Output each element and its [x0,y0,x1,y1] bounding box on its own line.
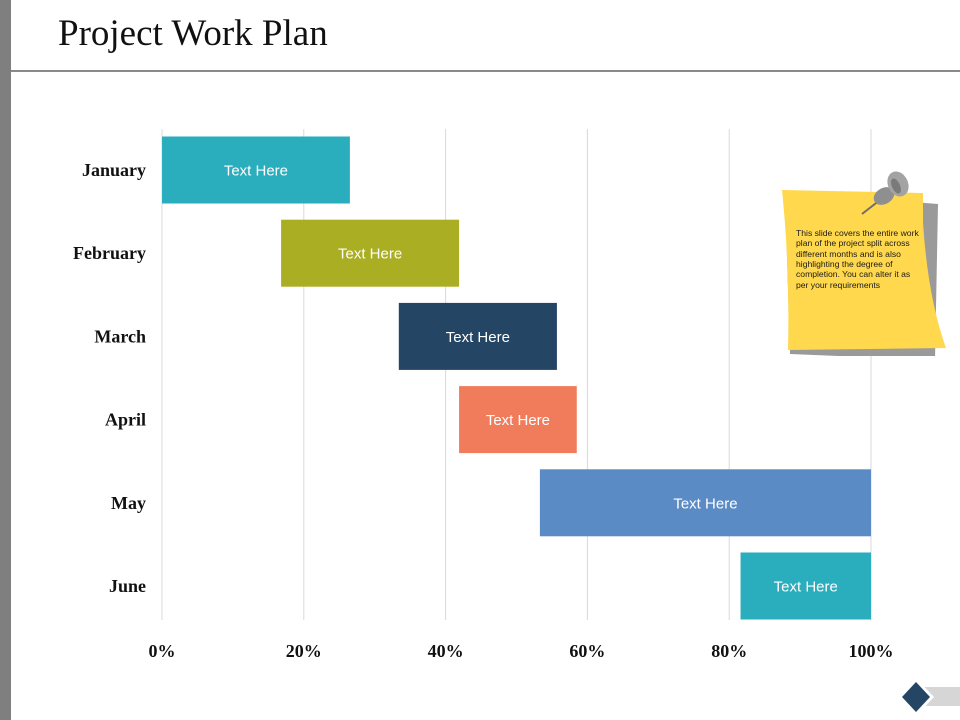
x-tick-label: 20% [286,641,322,661]
bar-label: Text Here [774,579,838,596]
diamond-arrow-icon [898,678,960,716]
page-title: Project Work Plan [58,13,328,54]
month-label: January [82,160,146,180]
month-label: May [111,493,146,513]
gantt-bar [162,136,350,204]
sidebar-accent-bar [0,0,11,720]
bars: Text Here Text Here Text Here Text Here Text… [162,136,871,620]
gantt-bar [459,386,577,454]
month-labels: January February March April May June [73,160,146,596]
sticky-note-text: This slide covers the entire work plan o… [796,228,919,290]
x-tick-label: 60% [569,641,605,661]
x-tick-label: 40% [428,641,464,661]
gantt-bar [539,469,871,537]
gantt-bar [281,219,460,287]
bar-label: Text Here [338,246,402,263]
month-label: April [105,410,146,430]
title-divider [11,70,960,72]
x-tick-label: 0% [149,641,176,661]
bar-label: Text Here [486,412,550,429]
x-tick-label: 80% [711,641,747,661]
bar-label: Text Here [446,329,510,346]
gantt-bar [740,552,871,620]
x-tick-label: 100% [849,641,894,661]
sticky-note [782,190,946,356]
x-tick-labels: 0% 20% 40% 60% 80% 100% [149,641,894,661]
pushpin-icon [861,171,909,215]
sticky-note-paper [782,190,946,350]
bar-label: Text Here [673,495,737,512]
month-label: June [109,576,146,596]
gantt-bar [398,302,557,370]
month-label: February [73,243,146,263]
bar-label: Text Here [224,163,288,180]
month-label: March [94,326,146,346]
